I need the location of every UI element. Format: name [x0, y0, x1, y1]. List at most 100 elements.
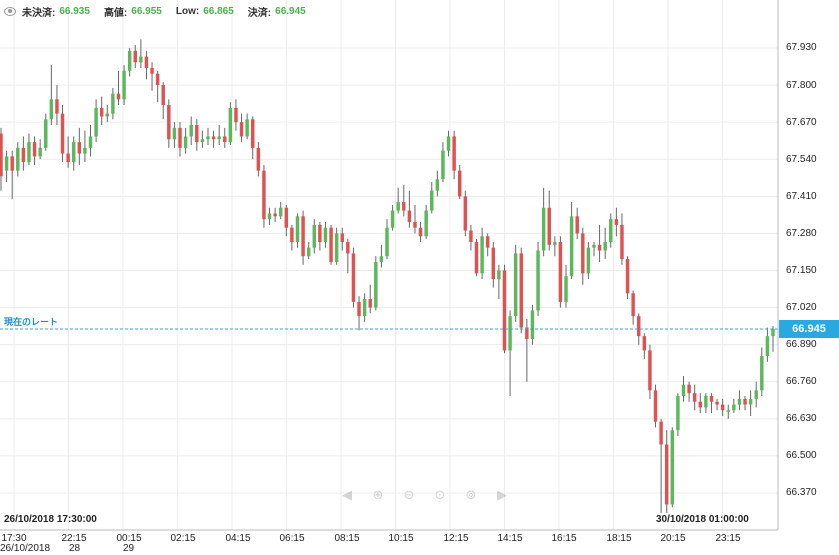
- candle-down: [144, 56, 149, 68]
- candle-up: [189, 125, 193, 137]
- candle-up: [704, 396, 708, 408]
- candle-down: [491, 247, 496, 280]
- end-date-label: 30/10/2018 01:00:00: [656, 514, 749, 525]
- candle-down: [720, 404, 725, 411]
- candle-down: [10, 156, 14, 171]
- ohlc-header: 未決済: 66.935 高値: 66.955 Low: 66.865 決済: 66.94…: [4, 3, 320, 19]
- candle-up: [681, 384, 686, 397]
- candle-down: [485, 236, 490, 248]
- candle-up: [569, 216, 574, 277]
- candle-up: [553, 241, 557, 245]
- y-tick-label: 67.540: [786, 154, 817, 165]
- candle-up: [441, 150, 445, 180]
- candle-up: [765, 336, 770, 357]
- x-tick-label: 12:15: [443, 533, 469, 544]
- candle-down: [625, 259, 630, 294]
- first-date-label: 26/10/2018: [0, 543, 51, 554]
- scroll-right-icon[interactable]: ▶: [497, 487, 507, 502]
- candle-up: [267, 213, 272, 220]
- candle-down: [413, 222, 417, 228]
- candle-down: [251, 119, 255, 148]
- high-value: 66.955: [131, 5, 162, 17]
- candle-down: [178, 127, 182, 148]
- open-label: 未決済:: [22, 7, 56, 19]
- candle-down: [368, 299, 372, 308]
- candle-down: [402, 202, 406, 211]
- candle-down: [575, 216, 579, 234]
- candle-up: [374, 261, 378, 308]
- candle-up: [396, 202, 400, 211]
- zoom-reset-icon[interactable]: ⊙: [434, 487, 446, 502]
- x-tick-label: 06:15: [279, 533, 305, 544]
- candle-down: [463, 196, 468, 231]
- scroll-left-icon[interactable]: ◀: [342, 487, 352, 502]
- candle-up: [480, 236, 484, 274]
- candle-down: [223, 136, 227, 143]
- candle-up: [295, 216, 300, 242]
- candle-up: [530, 310, 535, 339]
- candle-up: [379, 256, 384, 262]
- candle-down: [150, 67, 154, 74]
- candle-up: [541, 207, 546, 251]
- candle-up: [27, 142, 31, 163]
- candle-up: [306, 247, 311, 257]
- candle-down: [631, 293, 635, 317]
- candle-down: [234, 107, 238, 123]
- candle-down: [32, 142, 37, 157]
- candle-up: [670, 430, 675, 505]
- x-tick-label: 17:30: [1, 533, 27, 544]
- candle-down: [301, 216, 305, 257]
- zoom-out-icon[interactable]: ⊖: [403, 487, 415, 502]
- y-tick-label: 67.930: [786, 42, 817, 53]
- eye-icon[interactable]: [4, 6, 16, 16]
- candle-down: [21, 147, 26, 163]
- x-tick-label: 16:15: [551, 533, 577, 544]
- candle-down: [653, 390, 658, 422]
- y-tick-label: 66.500: [786, 450, 817, 461]
- candle-up: [726, 410, 730, 412]
- candle-up: [497, 270, 501, 280]
- candle-up: [172, 127, 177, 140]
- candle-down: [648, 350, 652, 391]
- candle-down: [457, 170, 462, 197]
- candle-down: [66, 153, 70, 163]
- candle-down: [637, 316, 641, 337]
- candle-up: [83, 147, 87, 154]
- candle-up: [94, 107, 98, 137]
- candle-up: [385, 227, 389, 257]
- candle-up: [16, 147, 20, 171]
- zoom-fit-icon[interactable]: ⊚: [465, 487, 477, 502]
- x-tick-label: 08:15: [334, 533, 360, 544]
- candle-down: [715, 401, 719, 405]
- candle-up: [105, 113, 110, 117]
- candle-down: [155, 73, 160, 86]
- x-tick-label: 10:15: [388, 533, 414, 544]
- candle-up: [312, 224, 317, 248]
- candle-up: [446, 136, 451, 151]
- zoom-in-icon[interactable]: ⊕: [372, 487, 384, 502]
- candle-down: [709, 396, 714, 402]
- candle-down: [474, 241, 479, 274]
- candle-up: [200, 139, 205, 143]
- candle-down: [346, 241, 350, 254]
- candle-up: [88, 136, 93, 148]
- candle-down: [502, 270, 507, 351]
- candle-down: [318, 224, 322, 242]
- y-tick-label: 66.370: [786, 487, 817, 498]
- x-tick-label: 00:15: [116, 533, 142, 544]
- candle-down: [659, 421, 663, 445]
- candle-down: [664, 444, 669, 505]
- y-tick-label: 67.280: [786, 228, 817, 239]
- y-tick-label: 67.020: [786, 302, 817, 313]
- candle-up: [49, 99, 54, 120]
- candle-up: [435, 179, 440, 191]
- candle-down: [116, 93, 121, 100]
- y-tick-label: 67.150: [786, 265, 817, 276]
- candle-down: [290, 227, 294, 242]
- candle-down: [743, 398, 747, 405]
- day-28-label: 28: [69, 543, 81, 554]
- candle-up: [127, 50, 132, 71]
- candle-up: [4, 156, 9, 171]
- low-value: 66.865: [203, 5, 234, 17]
